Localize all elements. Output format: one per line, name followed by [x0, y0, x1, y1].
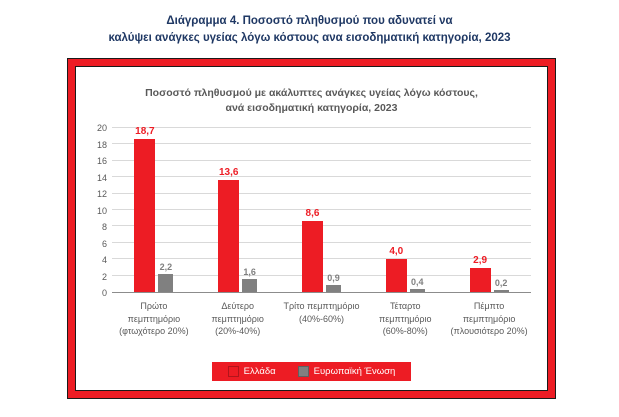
y-tick-label: 2: [101, 271, 107, 282]
chart-frame-inner: Ποσοστό πληθυσμού με ακάλυπτες ανάγκες υ…: [75, 66, 548, 391]
plot-area: 18,7 2,2 13,6 1,6 8,6 0,9 4,0 0,4 2,9 0,2: [112, 126, 531, 293]
chart-title: Ποσοστό πληθυσμού με ακάλυπτες ανάγκες υ…: [76, 86, 547, 116]
x-tick-label: Δεύτερο πεμπτημόριο (20%-40%): [211, 301, 264, 337]
bar-eu: 1,6: [242, 267, 258, 292]
y-tick-label: 10: [96, 205, 107, 216]
x-tick-label: Πρώτο πεμπτημόριο (φτωχότερο 20%): [119, 301, 189, 337]
legend-swatch: [227, 366, 239, 377]
legend-label: Ευρωπαϊκή Ένωση: [313, 366, 396, 377]
y-tick-label: 18: [96, 139, 107, 150]
chart-title-line2: ανά εισοδηματική κατηγορία, 2023: [225, 102, 398, 115]
bar-value-label: 0,4: [411, 276, 424, 287]
gridline: [112, 192, 531, 194]
gridline: [112, 159, 531, 161]
x-axis-labels: Πρώτο πεμπτημόριο (φτωχότερο 20%) Δεύτερο…: [112, 300, 531, 339]
legend-item: Ευρωπαϊκή Ένωση: [297, 366, 396, 377]
y-axis: 0 2 4 6 8 10 12 14 16 18 20: [86, 123, 112, 298]
bar-value-label: 18,7: [135, 125, 155, 137]
legend-box: Ελλάδα Ευρωπαϊκή Ένωση: [211, 362, 412, 381]
bars-layer: 18,7 2,2 13,6 1,6 8,6 0,9 4,0 0,4 2,9 0,2: [112, 126, 531, 292]
bar-group: 18,7 2,2: [112, 126, 196, 292]
bar-eu: 0,2: [493, 278, 509, 292]
bar-group: 4,0 0,4: [363, 128, 447, 292]
bar-value-label: 0,2: [494, 278, 508, 289]
chart-area: 0 2 4 6 8 10 12 14 16 18 20 18,7 2,2 13,6 1,6 8,6 0,9 4,…: [86, 123, 531, 298]
figure-heading-line2: καλύψει ανάγκες υγείας λόγω κόστους ανα …: [108, 32, 511, 45]
y-tick-label: 0: [101, 288, 107, 298]
bar-group: 8,6 0,9: [280, 128, 364, 292]
y-tick-label: 14: [96, 172, 107, 183]
x-tick-label: Τέταρτο πεμπτημόριο (60%-80%): [379, 301, 432, 337]
figure-heading: Διάγραμμα 4. Ποσοστό πληθυσμού που αδυνα…: [0, 13, 619, 48]
bar-value-label: 4,0: [389, 246, 404, 258]
gridline: [112, 209, 531, 210]
bar-greece: 4,0: [385, 246, 407, 292]
y-tick-label: 8: [101, 222, 107, 232]
bar-greece: 18,7: [134, 126, 156, 292]
y-tick-label: 12: [96, 189, 107, 199]
y-tick-label: 4: [101, 255, 107, 265]
bar-greece: 13,6: [218, 167, 240, 292]
bar-value-label: 2,2: [159, 261, 173, 272]
bar-group: 2,9 0,2: [447, 128, 531, 292]
bar-eu: 0,4: [409, 277, 425, 292]
x-tick-label: Πέμπτο πεμπτημόριο (πλουσιότερο 20%): [450, 301, 528, 337]
gridline: [112, 176, 531, 178]
bar-eu: 0,9: [325, 273, 341, 292]
y-tick-label: 16: [96, 156, 107, 166]
bar-value-label: 0,9: [327, 272, 340, 283]
figure-heading-line1: Διάγραμμα 4. Ποσοστό πληθυσμού που αδυνα…: [166, 15, 453, 27]
legend-label: Ελλάδα: [243, 366, 276, 377]
gridline: [112, 127, 531, 128]
y-tick-label: 20: [96, 123, 107, 133]
legend: Ελλάδα Ευρωπαϊκή Ένωση: [76, 362, 547, 381]
x-tick-label: Τρίτο πεμπτημόριο (40%-60%): [283, 301, 360, 324]
bar-greece: 2,9: [469, 255, 491, 292]
gridline: [112, 143, 531, 145]
chart-title-line1: Ποσοστό πληθυσμού με ακάλυπτες ανάγκες υ…: [145, 87, 478, 99]
bar-value-label: 1,6: [243, 266, 256, 277]
bar-value-label: 13,6: [218, 167, 239, 179]
legend-item: Ελλάδα: [227, 366, 276, 377]
bar-group: 13,6 1,6: [196, 128, 280, 292]
legend-swatch: [297, 366, 309, 377]
bar-eu: 2,2: [158, 262, 174, 292]
y-tick-label: 6: [101, 238, 107, 249]
bar-value-label: 2,9: [473, 255, 488, 267]
bar-value-label: 8,6: [305, 208, 320, 220]
chart-frame: Ποσοστό πληθυσμού με ακάλυπτες ανάγκες υ…: [67, 58, 556, 399]
bar-greece: 8,6: [301, 208, 323, 292]
